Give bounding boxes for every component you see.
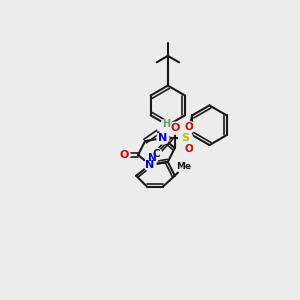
- Circle shape: [169, 122, 181, 134]
- Circle shape: [150, 148, 162, 160]
- Circle shape: [146, 152, 158, 164]
- Text: Me: Me: [176, 162, 191, 171]
- Text: O: O: [170, 123, 179, 133]
- Text: S: S: [182, 133, 190, 143]
- Circle shape: [161, 119, 171, 129]
- Text: N: N: [148, 153, 156, 163]
- Circle shape: [183, 121, 195, 133]
- Circle shape: [157, 132, 169, 144]
- Text: C: C: [152, 149, 160, 159]
- Circle shape: [118, 149, 130, 161]
- Text: N: N: [146, 160, 154, 170]
- Text: O: O: [120, 150, 129, 160]
- Circle shape: [179, 131, 193, 145]
- Circle shape: [183, 143, 195, 155]
- Circle shape: [177, 160, 191, 174]
- Text: O: O: [184, 144, 193, 154]
- Text: O: O: [184, 122, 193, 132]
- Text: H: H: [162, 119, 170, 129]
- Circle shape: [144, 159, 156, 171]
- Text: N: N: [158, 133, 167, 143]
